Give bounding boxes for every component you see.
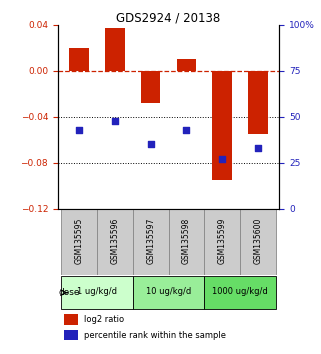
Text: dose: dose — [58, 288, 80, 297]
Text: 10 ug/kg/d: 10 ug/kg/d — [146, 287, 191, 296]
Bar — [141, 71, 160, 103]
Text: percentile rank within the sample: percentile rank within the sample — [84, 331, 226, 340]
Bar — [65, 330, 78, 341]
Text: 1 ug/kg/d: 1 ug/kg/d — [77, 287, 117, 296]
Bar — [177, 59, 196, 71]
Point — [112, 118, 117, 123]
Bar — [212, 71, 232, 180]
Text: 1000 ug/kg/d: 1000 ug/kg/d — [212, 287, 268, 296]
Point — [255, 145, 260, 151]
Bar — [69, 48, 89, 71]
Bar — [133, 276, 204, 309]
Bar — [61, 276, 133, 309]
Bar — [61, 209, 97, 275]
Text: GSM135595: GSM135595 — [75, 217, 84, 264]
Text: GSM135596: GSM135596 — [110, 217, 119, 264]
Bar — [248, 71, 268, 134]
Point — [220, 156, 225, 162]
Point — [184, 127, 189, 132]
Text: GSM135597: GSM135597 — [146, 217, 155, 264]
Bar — [105, 28, 125, 71]
Bar — [204, 209, 240, 275]
Bar — [169, 209, 204, 275]
Bar — [240, 209, 276, 275]
Point — [77, 127, 82, 132]
Bar — [97, 209, 133, 275]
Text: GSM135600: GSM135600 — [253, 217, 262, 264]
Bar — [65, 314, 78, 325]
Bar — [133, 209, 169, 275]
Text: GSM135599: GSM135599 — [218, 217, 227, 264]
Text: log2 ratio: log2 ratio — [84, 315, 125, 324]
Bar — [204, 276, 276, 309]
Point — [148, 142, 153, 147]
Title: GDS2924 / 20138: GDS2924 / 20138 — [117, 12, 221, 25]
Text: GSM135598: GSM135598 — [182, 217, 191, 263]
